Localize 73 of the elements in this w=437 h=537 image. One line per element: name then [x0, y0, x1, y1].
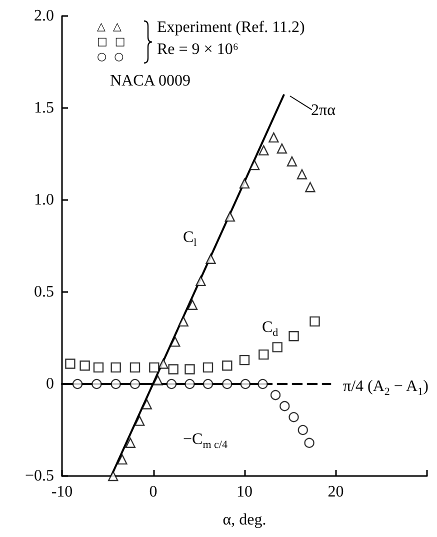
point: [125, 438, 136, 448]
point: [142, 399, 152, 410]
point: [130, 362, 140, 373]
point: [276, 143, 288, 154]
x-tick-label: 10: [236, 484, 252, 500]
y-tick-label: 2.0: [34, 8, 54, 24]
point: [92, 378, 102, 390]
annotation: △ △: [97, 20, 124, 33]
text: NACA 0009: [110, 72, 190, 90]
y-tick-label: 1.5: [34, 100, 54, 116]
point: [184, 364, 195, 374]
y-tick-label: 1.0: [34, 192, 54, 208]
point: [286, 156, 298, 166]
annotation: ○ ○: [97, 50, 126, 63]
point: [178, 316, 188, 327]
y-tick-label: 0.5: [34, 284, 54, 300]
point: [304, 438, 314, 448]
annotation: □ □: [97, 35, 128, 48]
point: [170, 336, 180, 347]
point: [249, 160, 260, 170]
point: [80, 360, 90, 371]
point: [272, 342, 282, 352]
point: [310, 316, 320, 327]
point: [296, 169, 308, 180]
annotation: Re = 9 × 10⁶: [157, 41, 238, 58]
x-axis-title: α, deg.: [222, 512, 266, 528]
point: [117, 454, 128, 465]
point: [158, 358, 168, 369]
x-tick-label: 20: [328, 484, 344, 500]
point: [280, 400, 290, 412]
annotation: Experiment (Ref. 11.2): [157, 19, 305, 36]
series-label: C$_{d}$: [262, 319, 278, 340]
series-label: C$_{l}$: [183, 229, 197, 250]
point: [258, 145, 269, 156]
point: [240, 378, 251, 390]
point: [239, 178, 250, 189]
point: [152, 375, 163, 386]
point: [166, 378, 177, 390]
point: [134, 416, 145, 426]
point: [187, 300, 198, 310]
point: [224, 211, 235, 222]
point: [93, 362, 104, 373]
point: [110, 362, 121, 373]
y-tick-label: −0.5: [24, 468, 54, 484]
point: [202, 362, 214, 373]
point: [72, 378, 83, 390]
x-tick-label: -10: [51, 484, 73, 500]
point: [110, 378, 121, 390]
point: [222, 360, 232, 371]
point: [270, 390, 281, 400]
point: [130, 378, 140, 390]
point: [222, 378, 232, 390]
annotation: 2πα: [311, 102, 336, 119]
point: [258, 378, 268, 390]
point: [149, 362, 160, 373]
annotation: π/4 (A$_{2}$ − A$_{1}$): [343, 378, 428, 398]
point: [305, 182, 316, 192]
point: [108, 470, 118, 482]
point: [168, 364, 178, 374]
point: [206, 254, 216, 264]
point: [288, 331, 299, 342]
x-tick-label: 0: [149, 484, 158, 500]
text: −C$_{m c/4}$: [183, 431, 228, 452]
y-tick-label: 0: [46, 376, 54, 392]
point: [298, 424, 308, 436]
point: [65, 358, 76, 369]
point: [268, 132, 279, 143]
point: [288, 412, 299, 422]
point: [202, 378, 214, 390]
point: [184, 378, 195, 390]
point: [196, 276, 206, 286]
point: [239, 354, 250, 366]
point: [258, 349, 269, 360]
